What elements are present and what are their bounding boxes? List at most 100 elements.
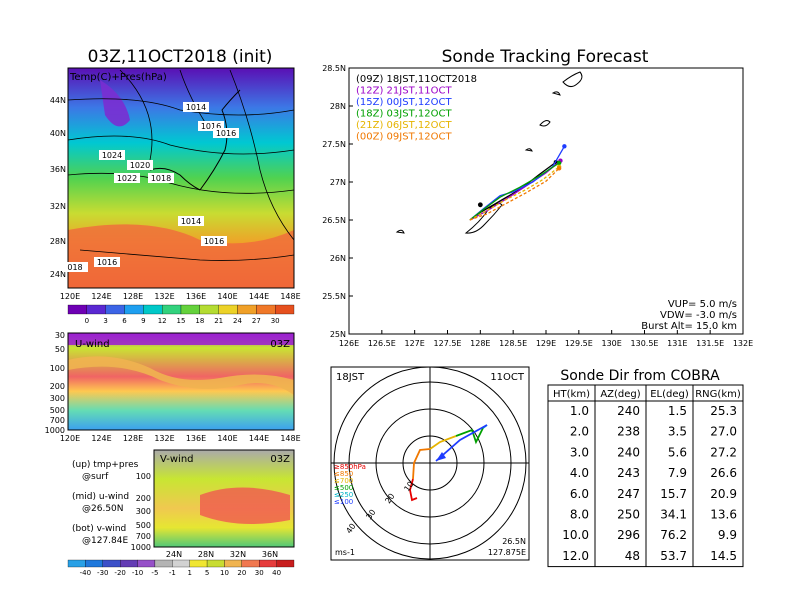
uwind-lon-tick: 148E [280, 434, 300, 443]
temp-colorbar-cell [237, 304, 257, 315]
vwind-time: 03Z [270, 454, 290, 465]
table-cell: 15.7 [660, 487, 687, 501]
isobar-label-bg [99, 150, 125, 160]
uwind-p-tick: 50 [55, 345, 65, 354]
table-header: EL(deg) [650, 389, 689, 400]
temp-colorbar-tick: 18 [195, 317, 204, 325]
isobar-label-bg [94, 257, 120, 267]
track-lat-tick: 27N [330, 178, 346, 187]
table-cell: 48 [625, 549, 640, 563]
map-lat-tick: 24N [50, 270, 66, 279]
hodo-segment [409, 478, 418, 502]
temp-colorbar-tick: 6 [122, 317, 127, 325]
uwind-lon-tick: 132E [154, 434, 174, 443]
wind-colorbar-cell [276, 559, 295, 568]
uwind-lon-ticks: 120E 124E 128E 132E 136E 140E 144E 148E [60, 434, 301, 443]
vwind-label: V-wind [160, 454, 194, 465]
table-cell: 76.2 [660, 528, 687, 542]
wind-colorbar-tick: 10 [220, 569, 229, 577]
wind-colorbar-tick: 20 [237, 569, 246, 577]
table-cell: 25.3 [710, 404, 737, 418]
wind-colorbar-cell [67, 559, 86, 568]
track-lon-tick: 128E [470, 339, 490, 348]
vwind-p-tick: 500 [136, 521, 151, 530]
map-lat-tick: 44N [50, 96, 66, 105]
table-cell: 1.5 [668, 404, 687, 418]
wind-colorbar: -40 -30 -20 -10 -5 -1 1 5 10 20 30 40 [67, 559, 295, 577]
uwind-time: 03Z [270, 339, 290, 350]
track-lon-tick: 130.5E [631, 339, 659, 348]
temp-colorbar-tick: 3 [103, 317, 107, 325]
hodograph-panel: 18JST 11OCT ms-1 26.5N 127.875E 10203040… [330, 366, 530, 561]
temp-colorbar-cell [143, 304, 163, 315]
wind-colorbar-cell [85, 559, 103, 568]
uwind-p-tick: 300 [50, 394, 65, 403]
isobar-label: 1020 [130, 161, 150, 170]
map-lon-ticks: 120E 124E 128E 132E 136E 140E 144E 148E [60, 292, 301, 301]
map-lon-tick: 124E [91, 292, 111, 301]
hodo-segment [435, 424, 488, 462]
temp-map: Temp(C)+Pres(hPa) 44N 40N 36N 32N 28N 24N 120… [50, 67, 301, 301]
wind-colorbar-cell [137, 559, 156, 568]
wind-colorbar-cell [241, 559, 260, 568]
temp-colorbar-tick: 15 [177, 317, 186, 325]
track-lat-ticks: 28.5N 28N 27.5N 27N 26.5N 26N 25.5N 25N [322, 64, 353, 339]
temp-colorbar-cell [199, 304, 219, 315]
wind-colorbar-tick: 1 [187, 569, 191, 577]
track-legend-entry: (09Z) 18JST,11OCT2018 [356, 74, 477, 85]
uwind-lon-tick: 140E [217, 434, 237, 443]
panel-note: (bot) v-wind [72, 524, 126, 534]
panel-note: (mid) u-wind [72, 492, 129, 502]
track-legend: (09Z) 18JST,11OCT2018(12Z) 21JST,11OCT(1… [356, 74, 477, 143]
vwind-lat-tick: 28N [198, 550, 214, 559]
table-cell: 34.1 [660, 508, 687, 522]
track-lon-tick: 127.5E [434, 339, 462, 348]
uwind-p-tick: 200 [50, 382, 65, 391]
track-line [469, 167, 560, 221]
map-lon-tick: 128E [123, 292, 143, 301]
hodo-arrowhead [436, 452, 446, 461]
temp-colorbar-cell [86, 304, 106, 315]
vwind-p-ticks: 100 200 300 500 700 1000 [131, 472, 151, 552]
hodo-segment [455, 427, 484, 445]
wind-colorbar-tick: 5 [205, 569, 209, 577]
isobar-label-bg [198, 121, 224, 131]
track-legend-entry: (15Z) 00JST,12OCT [356, 97, 452, 108]
isobar-label: 1014 [181, 217, 201, 226]
table-header: HT(km) [553, 389, 590, 400]
map-lon-tick: 132E [154, 292, 174, 301]
track-panel: Sonde Tracking Forecast 28.5N 28N 27.5N 27N… [322, 47, 753, 348]
uwind-label: U-wind [75, 339, 110, 350]
panel-note: @127.84E [82, 536, 128, 546]
table-cell: 27.0 [710, 425, 737, 439]
track-legend-entry: (21Z) 06JST,12OCT [356, 120, 452, 131]
temp-colorbar-cell [180, 304, 200, 315]
map-lon-tick: 120E [60, 292, 80, 301]
table-cell: 240 [617, 404, 640, 418]
track-lon-tick: 131E [667, 339, 687, 348]
isobar-label: 1022 [117, 174, 137, 183]
temp-colorbar-cell [162, 304, 182, 315]
track-lon-tick: 132E [733, 339, 753, 348]
wind-colorbar-tick: -1 [169, 569, 176, 577]
uwind-jet [68, 356, 294, 395]
track-lat-tick: 25.5N [322, 292, 346, 301]
hodo-segment [412, 448, 431, 480]
panel-note: @26.50N [82, 504, 124, 514]
table-cell: 2.0 [570, 425, 589, 439]
temp-colorbar-cell [67, 304, 87, 315]
hodo-trace [409, 424, 488, 502]
track-line [469, 162, 560, 221]
track-series [469, 144, 567, 221]
track-marker [477, 202, 483, 208]
hodo-layer-label: ≤250 [334, 491, 353, 499]
track-lat-tick: 28.5N [322, 64, 346, 73]
track-lat-tick: 25N [330, 330, 346, 339]
table-cell: 4.0 [570, 466, 589, 480]
temp-colorbar-cell [218, 304, 238, 315]
uwind-p-tick: 1000 [45, 426, 65, 435]
vwind-lat-ticks: 24N 28N 32N 36N [166, 550, 278, 559]
panel-notes: (up) tmp+pres @surf (mid) u-wind @26.50N (bo… [72, 460, 139, 546]
